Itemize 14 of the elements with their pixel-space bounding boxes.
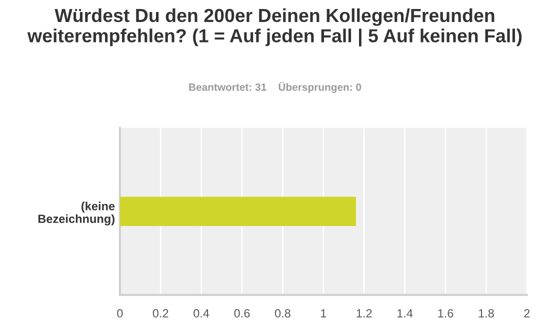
x-tick-label: 0.8: [274, 309, 290, 318]
x-tick-label: 1.2: [356, 309, 372, 318]
x-tick-label: 1.6: [438, 309, 454, 318]
chart-subtitle: Beantwortet: 31 Übersprungen: 0: [189, 82, 362, 93]
x-tick-label: 1.8: [478, 309, 494, 318]
x-tick-label: 0.6: [234, 309, 250, 318]
x-tick-label: 1.4: [397, 309, 413, 318]
x-tick-label: 0.4: [194, 309, 210, 318]
x-tick-label: 2: [524, 309, 530, 318]
y-tick-label: (keine Bezeichnung): [38, 202, 115, 226]
x-tick-label: 0.2: [152, 309, 168, 318]
x-tick-label: 0: [117, 309, 123, 318]
chart-title: Würdest Du den 200er Deinen Kollegen/Freunden weiterempfehlen? (1 = Auf jeden Fall | 5 Auf keinen Fall): [27, 8, 522, 46]
x-tick-label: 1: [321, 309, 326, 318]
